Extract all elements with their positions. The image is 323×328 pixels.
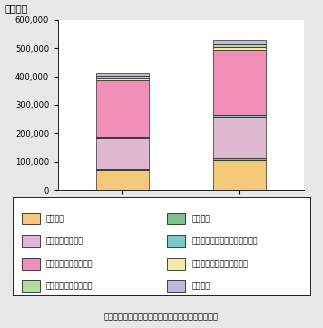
FancyBboxPatch shape [22, 258, 40, 270]
FancyBboxPatch shape [22, 213, 40, 224]
Bar [96, 138, 149, 169]
Text: 放送部門: 放送部門 [191, 214, 210, 223]
FancyBboxPatch shape [22, 235, 40, 247]
Text: 情報サービス部門: 情報サービス部門 [46, 236, 84, 246]
Text: 情報通信関連サービス部門: 情報通信関連サービス部門 [191, 259, 248, 268]
Bar [96, 136, 149, 138]
Bar [96, 80, 149, 136]
Bar [213, 50, 266, 115]
Bar [213, 115, 266, 117]
Bar [96, 170, 149, 190]
Bar [96, 169, 149, 170]
Text: （億円）: （億円） [4, 3, 28, 13]
Bar [213, 47, 266, 50]
Bar [96, 76, 149, 78]
Bar [96, 73, 149, 76]
FancyBboxPatch shape [167, 213, 185, 224]
Text: 情報通信関連製造部門: 情報通信関連製造部門 [46, 259, 93, 268]
Text: 映像・音楽・文字情報制作部門: 映像・音楽・文字情報制作部門 [191, 236, 258, 246]
Text: （出典）「情報通信による経済成長に関する調査」: （出典）「情報通信による経済成長に関する調査」 [104, 313, 219, 321]
Bar [213, 158, 266, 160]
Text: 研究部門: 研究部門 [191, 282, 210, 291]
FancyBboxPatch shape [22, 280, 40, 292]
FancyBboxPatch shape [167, 280, 185, 292]
Bar [213, 160, 266, 190]
FancyBboxPatch shape [167, 235, 185, 247]
Bar [213, 117, 266, 158]
Bar [96, 78, 149, 80]
Text: 情報通信関連建設部門: 情報通信関連建設部門 [46, 282, 93, 291]
FancyBboxPatch shape [167, 258, 185, 270]
Bar [213, 40, 266, 44]
Bar [213, 44, 266, 47]
Text: 通信部門: 通信部門 [46, 214, 65, 223]
